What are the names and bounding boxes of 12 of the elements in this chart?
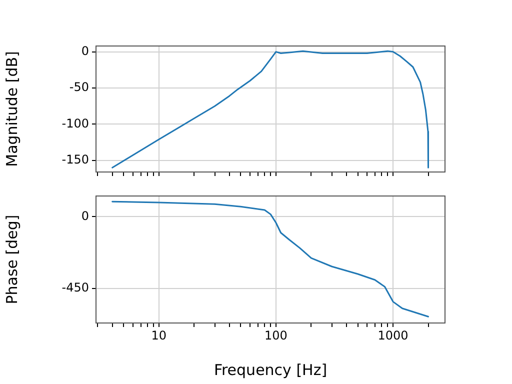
y-axis-title: Phase [deg] xyxy=(2,214,21,304)
y-tick-label: 0 xyxy=(81,208,89,223)
y-axis-title: Magnitude [dB] xyxy=(2,51,21,167)
x-tick-label: 100 xyxy=(264,328,288,342)
x-tick-label: 1000 xyxy=(378,328,408,342)
y-tick-label: -100 xyxy=(62,116,89,130)
x-axis-title: Frequency [Hz] xyxy=(214,360,328,379)
y-tick-label: -50 xyxy=(69,80,89,94)
x-tick-label: 10 xyxy=(151,328,167,342)
y-tick-label: 0 xyxy=(81,44,89,58)
y-tick-label: -450 xyxy=(62,280,89,294)
y-tick-label: -150 xyxy=(62,152,89,167)
